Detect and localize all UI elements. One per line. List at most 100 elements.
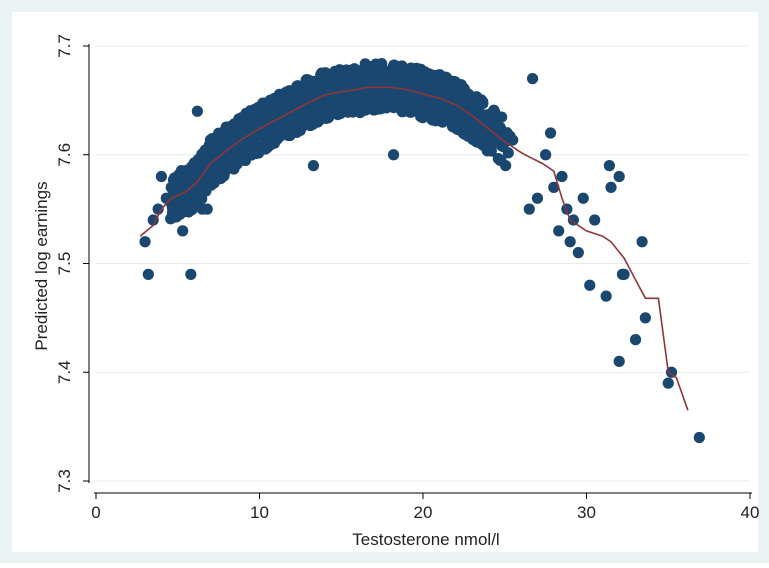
y-axis-title: Predicted log earnings [32, 181, 51, 350]
data-point [208, 153, 220, 165]
data-point [307, 118, 319, 130]
data-point [323, 80, 335, 92]
data-point [439, 71, 451, 83]
data-point [301, 74, 313, 86]
data-point [177, 225, 189, 237]
data-point [477, 122, 490, 134]
data-point [276, 105, 288, 117]
data-point [416, 105, 428, 117]
y-tick-label: 7.6 [55, 143, 74, 167]
data-point [336, 95, 348, 107]
data-point [247, 144, 259, 156]
data-point [224, 120, 236, 133]
data-point [502, 147, 514, 159]
data-point [523, 203, 535, 215]
data-point [152, 203, 164, 215]
data-point [387, 149, 400, 161]
data-point [201, 203, 213, 215]
data-point [629, 334, 642, 346]
data-point [296, 118, 308, 130]
data-point [223, 159, 235, 171]
data-point [600, 290, 612, 302]
data-point [618, 268, 630, 280]
data-point [248, 103, 260, 116]
x-tick-label: 40 [741, 503, 760, 522]
data-point [354, 106, 366, 119]
data-point [396, 105, 409, 117]
data-point [291, 80, 303, 92]
data-point [556, 170, 568, 183]
data-point [191, 105, 203, 117]
data-point [636, 236, 648, 248]
data-point [189, 162, 201, 174]
data-point [531, 192, 544, 204]
data-point [379, 98, 391, 110]
data-point [495, 154, 507, 166]
data-point [430, 85, 443, 97]
data-point [410, 66, 422, 78]
y-tick-label: 7.7 [55, 34, 74, 58]
x-tick-label: 30 [577, 503, 596, 522]
data-point [540, 149, 552, 161]
data-point [228, 132, 240, 144]
data-point [387, 92, 399, 104]
data-point [589, 214, 601, 226]
data-point [286, 115, 299, 128]
data-point [275, 118, 288, 130]
data-point [354, 94, 366, 106]
data-point [400, 88, 412, 100]
data-point [693, 431, 705, 444]
data-point [399, 76, 411, 88]
data-point [584, 279, 596, 291]
data-point [147, 214, 159, 226]
data-point [548, 181, 560, 193]
data-point [526, 73, 539, 85]
data-point [426, 73, 439, 85]
data-point [544, 127, 557, 139]
data-point [447, 110, 459, 122]
x-tick-label: 0 [91, 503, 100, 522]
data-point [405, 106, 417, 118]
data-point [185, 268, 197, 280]
data-point [172, 181, 184, 193]
data-point [364, 72, 376, 84]
data-point [388, 60, 400, 72]
fit-line [139, 86, 689, 411]
y-tick-label: 7.5 [55, 252, 74, 276]
data-point [282, 87, 294, 100]
data-point [310, 83, 322, 95]
data-point [363, 97, 375, 109]
data-point [177, 206, 189, 218]
data-point [308, 105, 320, 117]
data-point [188, 170, 200, 183]
data-point [437, 116, 449, 128]
data-point [348, 72, 360, 84]
data-point [218, 128, 230, 140]
data-point [613, 355, 625, 367]
axes: 7.3 7.4 7.5 7.6 7.7 0 10 20 30 40 [55, 34, 759, 522]
x-tick-label: 20 [414, 503, 433, 522]
y-tick-label: 7.4 [55, 360, 74, 384]
data-point [431, 107, 444, 119]
data-point [662, 377, 674, 389]
data-point [483, 140, 495, 152]
data-point [342, 106, 354, 118]
data-point [211, 142, 224, 154]
data-point [242, 113, 254, 125]
data-point [328, 71, 341, 83]
data-point [605, 181, 617, 193]
data-point [202, 175, 214, 187]
data-point [307, 160, 320, 172]
data-point [448, 81, 460, 93]
data-point [269, 136, 281, 148]
data-point [553, 225, 565, 237]
data-point [466, 92, 478, 104]
data-point [237, 145, 249, 157]
data-point [239, 154, 252, 167]
x-tick-label: 10 [250, 503, 269, 522]
data-point [577, 192, 589, 204]
data-point [155, 170, 167, 183]
data-point [484, 108, 496, 120]
